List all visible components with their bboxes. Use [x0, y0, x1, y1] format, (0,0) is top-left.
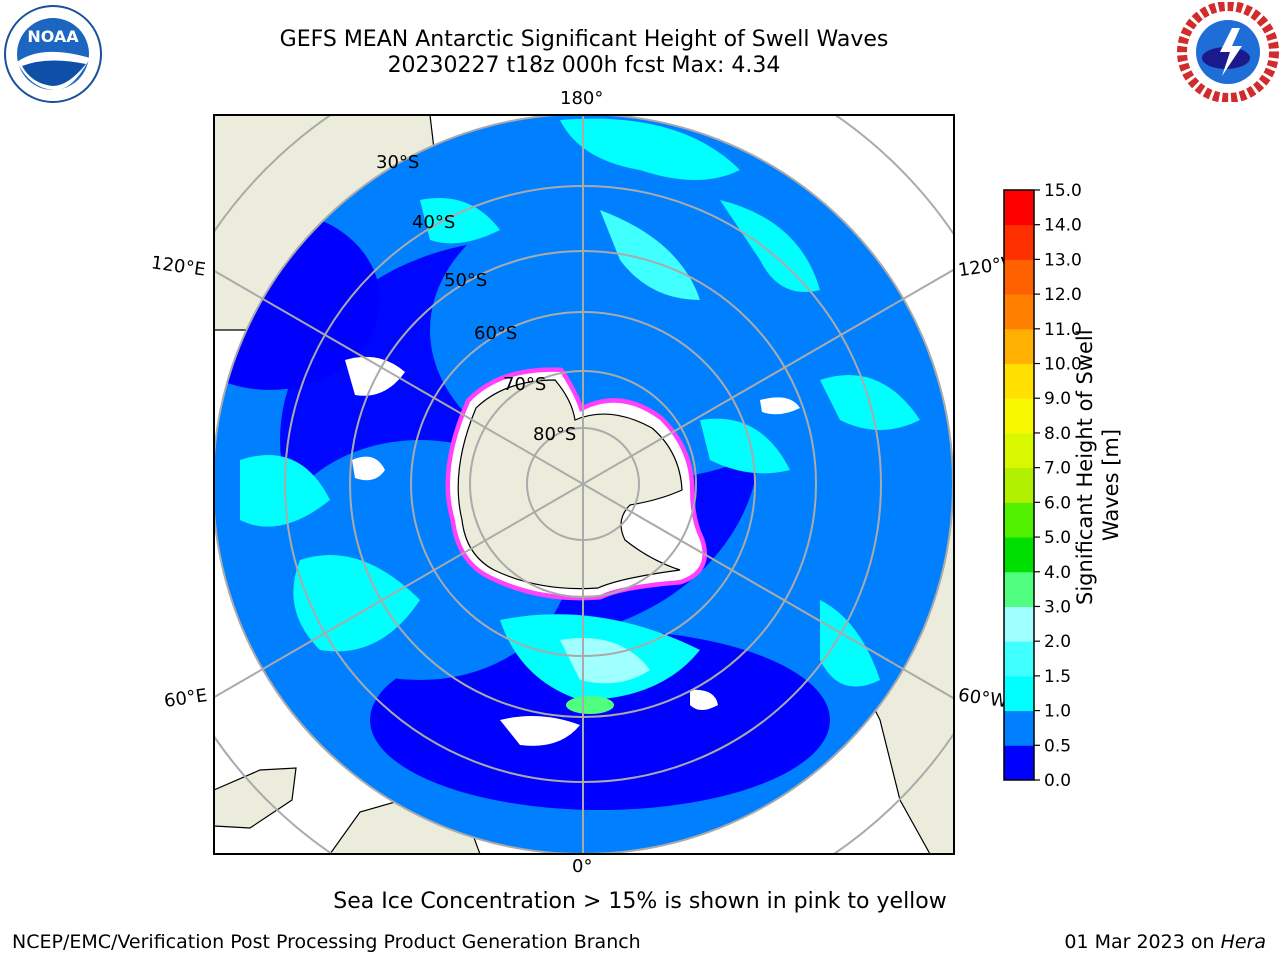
colorbar-tick-label: 11.0 [1044, 320, 1082, 340]
colorbar-label-line1: Significant Height of Swell [1073, 329, 1097, 605]
lon-label-0: 0° [572, 856, 593, 877]
lat-label-60s: 60°S [474, 323, 518, 344]
colorbar-tick-label: 0.5 [1044, 736, 1071, 756]
colorbar-tick-label: 10.0 [1044, 355, 1082, 375]
colorbar-swatch [1004, 190, 1034, 226]
colorbar-frame [1003, 189, 1035, 781]
chart-title: GEFS MEAN Antarctic Significant Height o… [279, 27, 889, 52]
colorbar-label: Significant Height of Swell Waves [m] [1072, 329, 1124, 605]
lat-label-50s: 50°S [444, 270, 488, 291]
colorbar-tick-label: 13.0 [1044, 250, 1082, 270]
noaa-logo-text: NOAA [27, 27, 79, 46]
footer-date-text: 01 Mar 2023 on [1064, 931, 1221, 953]
lat-label-80s: 80°S [533, 424, 577, 445]
colorbar-swatch [1004, 537, 1034, 573]
colorbar: 0.0 0.5 1.0 1.5 2.0 3.0 4.0 5.0 6.0 7.0 8.0 9.0 10.0… [1003, 181, 1082, 791]
colorbar-tick-label: 5.0 [1044, 528, 1071, 548]
colorbar-tick-label: 9.0 [1044, 389, 1071, 409]
colorbar-tick-label: 2.0 [1044, 632, 1071, 652]
footer-date: 01 Mar 2023 on Hera [1064, 931, 1266, 953]
colorbar-tick-label: 15.0 [1044, 181, 1082, 201]
colorbar-swatch [1004, 571, 1034, 607]
footer-machine: Hera [1220, 931, 1266, 953]
nws-logo [1177, 2, 1279, 102]
colorbar-swatch [1004, 398, 1034, 434]
lat-label-30s: 30°S [376, 152, 420, 173]
chart-subtitle: 20230227 t18z 000h fcst Max: 4.34 [387, 53, 781, 78]
colorbar-tick-label: 7.0 [1044, 459, 1071, 479]
colorbar-swatch [1004, 467, 1034, 503]
continent-antarctica [445, 367, 707, 601]
lon-label-180: 180° [560, 88, 604, 109]
colorbar-label-line2: Waves [m] [1099, 428, 1123, 542]
colorbar-swatch [1004, 502, 1034, 538]
map-frame [213, 114, 955, 855]
colorbar-swatch [1004, 606, 1034, 642]
colorbar-tick-label: 1.0 [1044, 702, 1071, 722]
colorbar-tick-label: 12.0 [1044, 285, 1082, 305]
colorbar-swatch [1004, 294, 1034, 330]
colorbar-swatch [1004, 432, 1034, 469]
colorbar-tick-label: 8.0 [1044, 424, 1071, 444]
noaa-logo: NOAA [4, 5, 102, 103]
colorbar-tick-label: 14.0 [1044, 216, 1082, 236]
lat-label-40s: 40°S [412, 212, 456, 233]
colorbar-tick-label: 0.0 [1044, 771, 1071, 791]
colorbar-tick-label: 6.0 [1044, 493, 1071, 513]
colorbar-swatch [1004, 641, 1034, 677]
lat-label-70s: 70°S [503, 374, 547, 395]
colorbar-swatch [1004, 710, 1034, 746]
colorbar-swatch [1004, 224, 1034, 260]
colorbar-swatch [1004, 363, 1034, 399]
colorbar-swatch [1004, 328, 1034, 365]
colorbar-swatch [1004, 259, 1034, 295]
colorbar-tick-label: 3.0 [1044, 597, 1071, 617]
footer-branch: NCEP/EMC/Verification Post Processing Pr… [12, 931, 641, 953]
colorbar-swatch [1004, 675, 1034, 712]
colorbar-tick-label: 1.5 [1044, 667, 1071, 687]
sea-ice-caption: Sea Ice Concentration > 15% is shown in … [333, 889, 947, 914]
colorbar-swatch [1004, 745, 1034, 781]
colorbar-tick-label: 4.0 [1044, 563, 1071, 583]
